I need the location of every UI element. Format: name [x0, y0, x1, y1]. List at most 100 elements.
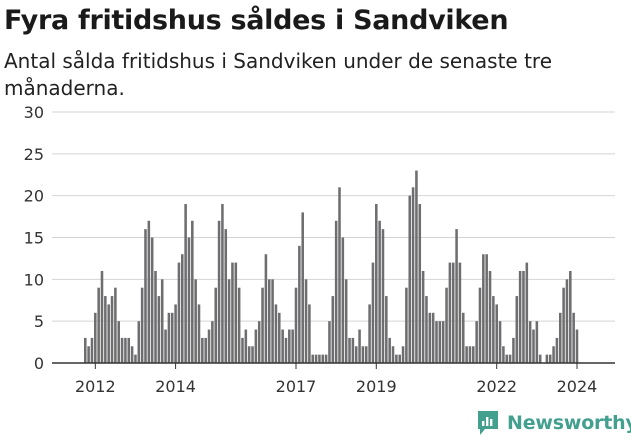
bar — [334, 220, 338, 363]
bar — [388, 337, 391, 363]
bar — [254, 329, 258, 363]
bar — [548, 354, 552, 363]
bar — [304, 279, 308, 363]
bar — [415, 170, 418, 363]
bar — [117, 321, 120, 363]
bar — [395, 354, 398, 363]
bar — [241, 337, 244, 363]
bar — [167, 312, 171, 363]
x-tick-label: 2024 — [557, 377, 598, 396]
bar — [492, 296, 495, 363]
bar — [261, 287, 264, 363]
bar — [478, 287, 482, 363]
bar — [211, 321, 214, 363]
bar — [572, 312, 575, 363]
bar — [378, 220, 381, 363]
bar — [458, 262, 462, 363]
bar — [431, 312, 435, 363]
bar — [224, 229, 228, 363]
bar — [181, 254, 184, 363]
bar — [532, 329, 535, 363]
bar — [90, 337, 94, 363]
bar — [164, 329, 167, 363]
y-tick-label: 0 — [34, 354, 44, 373]
bar — [535, 321, 539, 363]
bar — [445, 287, 448, 363]
y-tick-label: 30 — [24, 103, 44, 122]
bar — [140, 287, 144, 363]
bar — [281, 329, 284, 363]
bar — [301, 212, 304, 363]
bar — [177, 262, 181, 363]
bar — [124, 337, 127, 363]
bar — [528, 321, 532, 363]
bar — [398, 354, 401, 363]
bar — [207, 329, 211, 363]
bar — [545, 354, 549, 363]
bar — [338, 187, 341, 363]
bar — [294, 287, 298, 363]
x-tick-label: 2022 — [476, 377, 517, 396]
bar — [251, 346, 254, 363]
bar — [104, 296, 107, 363]
bar — [525, 262, 529, 363]
x-tick-label: 2014 — [155, 377, 196, 396]
bar — [552, 346, 555, 363]
bar — [381, 229, 385, 363]
bar — [465, 346, 468, 363]
bar — [348, 337, 351, 363]
bar — [441, 321, 445, 363]
bar — [351, 337, 355, 363]
bar — [274, 304, 278, 363]
bar — [361, 346, 365, 363]
y-tick-label: 20 — [24, 187, 44, 206]
data-label: 4 — [578, 0, 588, 4]
bar — [217, 220, 221, 363]
bar — [408, 195, 412, 363]
y-tick-label: 25 — [24, 145, 44, 164]
bar — [488, 270, 492, 363]
bar — [435, 321, 438, 363]
bar — [184, 204, 187, 363]
bar — [448, 262, 452, 363]
bar — [214, 287, 218, 363]
bar — [257, 321, 261, 363]
bar — [267, 279, 271, 363]
bar — [201, 337, 204, 363]
bar — [237, 287, 241, 363]
bar — [518, 270, 522, 363]
bar — [575, 329, 579, 363]
bar — [391, 346, 395, 363]
bar — [110, 296, 114, 363]
bar — [150, 237, 154, 363]
bar — [438, 321, 442, 363]
bar — [231, 262, 234, 363]
bar — [475, 321, 478, 363]
bar — [418, 204, 422, 363]
bar — [227, 279, 231, 363]
bar — [137, 321, 141, 363]
bar — [558, 312, 562, 363]
bar — [244, 329, 248, 363]
bar — [502, 346, 505, 363]
bar — [197, 304, 201, 363]
bar — [284, 337, 288, 363]
x-tick-label: 2017 — [276, 377, 317, 396]
bar — [411, 187, 415, 363]
bar — [468, 346, 472, 363]
bar — [170, 312, 174, 363]
bar — [555, 337, 559, 363]
bar — [291, 329, 294, 363]
newsworthy-logo: Newsworthy — [476, 408, 631, 438]
bar — [94, 312, 97, 363]
bar — [84, 337, 87, 363]
bar — [144, 229, 147, 363]
bar — [324, 354, 328, 363]
bar — [174, 304, 177, 363]
bar — [565, 279, 569, 363]
bar — [271, 279, 274, 363]
bar — [508, 354, 512, 363]
bar — [505, 354, 509, 363]
bar — [318, 354, 321, 363]
bar — [421, 270, 425, 363]
